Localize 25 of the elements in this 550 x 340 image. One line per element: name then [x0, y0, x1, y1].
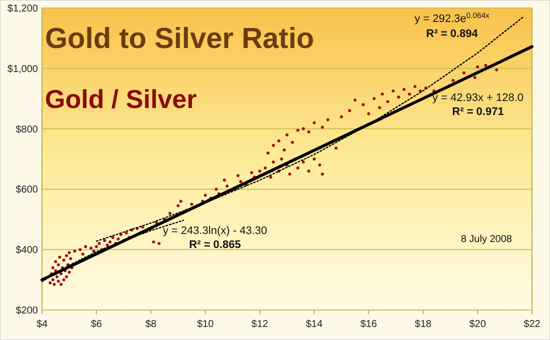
x-tick-label: $14	[306, 319, 323, 330]
annotation: R² = 0.865	[189, 239, 241, 251]
annotation: y = 292.3e$^{0.064x}$	[414, 10, 490, 25]
x-tick-label: $10	[196, 319, 214, 330]
annotation: 8 July 2008	[460, 234, 512, 245]
x-tick-label: $22	[524, 319, 541, 330]
x-tick-label: $16	[360, 319, 378, 330]
x-tick-label: $18	[414, 319, 432, 330]
y-tick-label: $400	[16, 245, 38, 256]
x-tick-label: $12	[251, 319, 269, 330]
text: Gold to Silver Ratio	[45, 23, 314, 55]
x-tick-label: $8	[145, 319, 157, 330]
annotation: y = 243.3ln(x) - 43.30	[162, 225, 268, 237]
text: Gold / Silver	[45, 84, 197, 114]
y-tick-label: $800	[16, 124, 38, 136]
y-tick-label: $200	[16, 306, 38, 316]
y-tick-label: $1,000	[7, 64, 38, 75]
annotation: R² = 0.971	[452, 106, 504, 118]
x-tick-label: $20	[469, 319, 486, 330]
annotation: y = 42.93x + 128.0	[432, 92, 524, 104]
y-tick-label: $1,200	[7, 4, 38, 14]
annotation: R² = 0.894	[426, 28, 479, 40]
x-tick-label: $6	[90, 319, 102, 330]
x-tick-label: $4	[36, 319, 48, 330]
y-tick-label: $600	[16, 184, 38, 196]
